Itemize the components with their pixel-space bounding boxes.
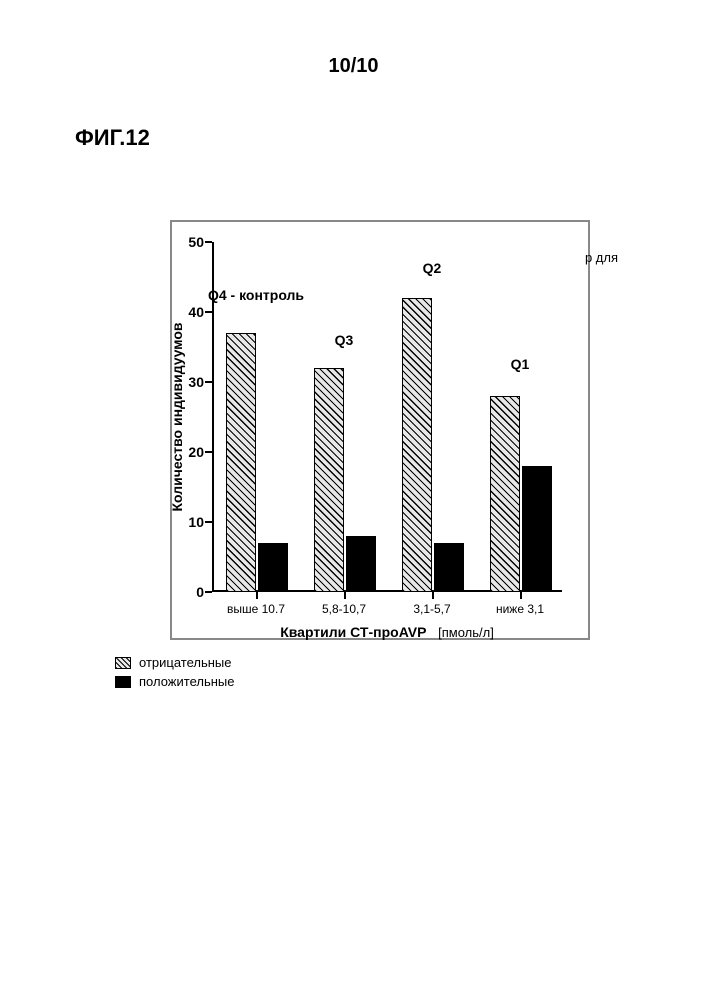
x-tick-label: ниже 3,1 bbox=[496, 602, 544, 616]
bar-negative bbox=[226, 333, 256, 592]
page-number: 10/10 bbox=[0, 55, 707, 78]
legend-swatch-solid bbox=[115, 676, 131, 688]
legend-row-negative: отрицательные bbox=[115, 655, 234, 670]
y-axis-label: Количество индивидуумов bbox=[169, 322, 185, 511]
group-top-label: Q1 bbox=[511, 356, 530, 372]
bar-positive bbox=[522, 466, 552, 592]
y-tick bbox=[205, 311, 212, 313]
y-tick-label: 40 bbox=[180, 304, 204, 320]
y-tick-label: 30 bbox=[180, 374, 204, 390]
x-tick-label: выше 10.7 bbox=[227, 602, 285, 616]
x-tick bbox=[256, 592, 258, 599]
group-top-label: Q2 bbox=[423, 260, 442, 276]
y-tick bbox=[205, 451, 212, 453]
bar-positive bbox=[434, 543, 464, 592]
p-value-label: p для bbox=[585, 250, 618, 265]
y-tick bbox=[205, 521, 212, 523]
bar-negative bbox=[490, 396, 520, 592]
legend-row-positive: положительные bbox=[115, 674, 234, 689]
y-tick bbox=[205, 381, 212, 383]
bar-negative bbox=[402, 298, 432, 592]
x-axis-label: Квартили СТ-проAVP [пмоль/л] bbox=[280, 624, 494, 640]
bar-negative bbox=[314, 368, 344, 592]
figure-label: ФИГ.12 bbox=[75, 125, 150, 151]
x-axis-units: [пмоль/л] bbox=[438, 625, 494, 640]
y-tick-label: 50 bbox=[180, 234, 204, 250]
legend-label-negative: отрицательные bbox=[139, 655, 232, 670]
bar-positive bbox=[258, 543, 288, 592]
legend-label-positive: положительные bbox=[139, 674, 234, 689]
x-tick-label: 3,1-5,7 bbox=[413, 602, 450, 616]
y-tick-label: 20 bbox=[180, 444, 204, 460]
chart-frame: Количество индивидуумов Квартили СТ-проA… bbox=[170, 220, 590, 640]
x-tick-label: 5,8-10,7 bbox=[322, 602, 366, 616]
y-tick bbox=[205, 241, 212, 243]
legend-swatch-hatched bbox=[115, 657, 131, 669]
x-tick bbox=[432, 592, 434, 599]
plot-area: Количество индивидуумов Квартили СТ-проA… bbox=[212, 242, 562, 592]
bar-positive bbox=[346, 536, 376, 592]
x-tick bbox=[520, 592, 522, 599]
group-top-label: Q3 bbox=[335, 332, 354, 348]
x-axis-label-text: Квартили СТ-проAVP bbox=[280, 624, 426, 640]
page: 10/10 ФИГ.12 Количество индивидуумов Ква… bbox=[0, 0, 707, 1000]
x-tick bbox=[344, 592, 346, 599]
group-top-label: Q4 - контроль bbox=[208, 287, 304, 303]
y-tick-label: 10 bbox=[180, 514, 204, 530]
legend: отрицательные положительные bbox=[115, 655, 234, 693]
y-tick-label: 0 bbox=[180, 584, 204, 600]
y-tick bbox=[205, 591, 212, 593]
